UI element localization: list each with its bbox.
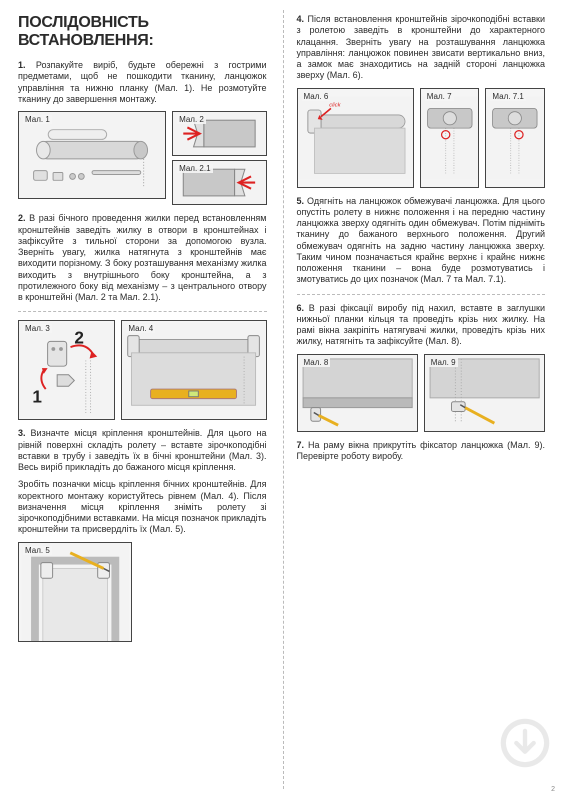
figure-8: Мал. 8	[297, 354, 418, 432]
page-title: ПОСЛІДОВНІСТЬ ВСТАНОВЛЕННЯ:	[18, 14, 267, 50]
step-6-text: 6. В разі фіксації виробу під нахил, вст…	[297, 303, 546, 348]
fig71-label: Мал. 7.1	[490, 92, 525, 101]
fig5-label: Мал. 5	[23, 546, 52, 555]
figure-2-1: Мал. 2.1	[172, 160, 266, 205]
fig-row-3-4: Мал. 3 2 1	[18, 320, 267, 420]
fig4-label: Мал. 4	[126, 324, 155, 333]
fig7-label: Мал. 7	[425, 92, 454, 101]
fig6-svg: click	[298, 89, 413, 187]
step-3b-text: Зробіть позначки місць кріплення бічних …	[18, 479, 267, 535]
step-2-text: 2. В разі бічного проведення жилки перед…	[18, 213, 267, 303]
fig21-label: Мал. 2.1	[177, 164, 212, 173]
step-3a-text: 3. Визначте місця кріплення кронштейнів.…	[18, 428, 267, 473]
page-number: 2	[551, 786, 555, 793]
svg-text:click: click	[329, 102, 341, 108]
svg-text:2: 2	[74, 328, 84, 348]
figure-6: Мал. 6 click	[297, 88, 414, 188]
fig1-label: Мал. 1	[23, 115, 52, 124]
fig5-svg	[19, 543, 131, 641]
fig-row-6-7: Мал. 6 click Мал. 7	[297, 88, 546, 188]
fig3-svg: 2 1	[19, 321, 114, 419]
svg-text:1: 1	[32, 387, 42, 407]
left-section-divider	[18, 311, 267, 312]
fig-row-1-2: Мал. 1	[18, 111, 267, 205]
fig2-label: Мал. 2	[177, 115, 206, 124]
fig4-svg	[122, 321, 265, 419]
figure-4: Мал. 4	[121, 320, 266, 420]
fig-row-5: Мал. 5	[18, 542, 267, 642]
step-7-text: 7. На раму вікна прикрутіть фіксатор лан…	[297, 440, 546, 463]
step-5-text: 5. Одягніть на ланцюжок обмежувачі ланцю…	[297, 196, 546, 286]
right-column: 4. Після встановлення кронштейнів зірочк…	[283, 0, 565, 799]
fig3-label: Мал. 3	[23, 324, 52, 333]
fig71-svg	[486, 89, 544, 187]
step-4-text: 4. Після встановлення кронштейнів зірочк…	[297, 14, 546, 82]
fig-2-stack: Мал. 2 Мал. 2.1	[172, 111, 266, 205]
step-1-text: 1. Розпакуйте виріб, будьте обережні з г…	[18, 60, 267, 105]
figure-7: Мал. 7	[420, 88, 480, 188]
watermark-icon	[499, 717, 551, 769]
fig-row-8-9: Мал. 8 Мал. 9	[297, 354, 546, 432]
figure-1: Мал. 1	[18, 111, 166, 199]
figure-9: Мал. 9	[424, 354, 545, 432]
figure-3: Мал. 3 2 1	[18, 320, 115, 420]
fig9-label: Мал. 9	[429, 358, 458, 367]
left-column: ПОСЛІДОВНІСТЬ ВСТАНОВЛЕННЯ: 1. Розпакуйт…	[0, 0, 283, 799]
figure-7-1: Мал. 7.1	[485, 88, 545, 188]
fig7-svg	[421, 89, 479, 187]
figure-2: Мал. 2	[172, 111, 266, 156]
fig1-svg	[19, 112, 165, 198]
fig6-label: Мал. 6	[302, 92, 331, 101]
fig8-label: Мал. 8	[302, 358, 331, 367]
right-section-divider	[297, 294, 546, 295]
figure-5: Мал. 5	[18, 542, 132, 642]
